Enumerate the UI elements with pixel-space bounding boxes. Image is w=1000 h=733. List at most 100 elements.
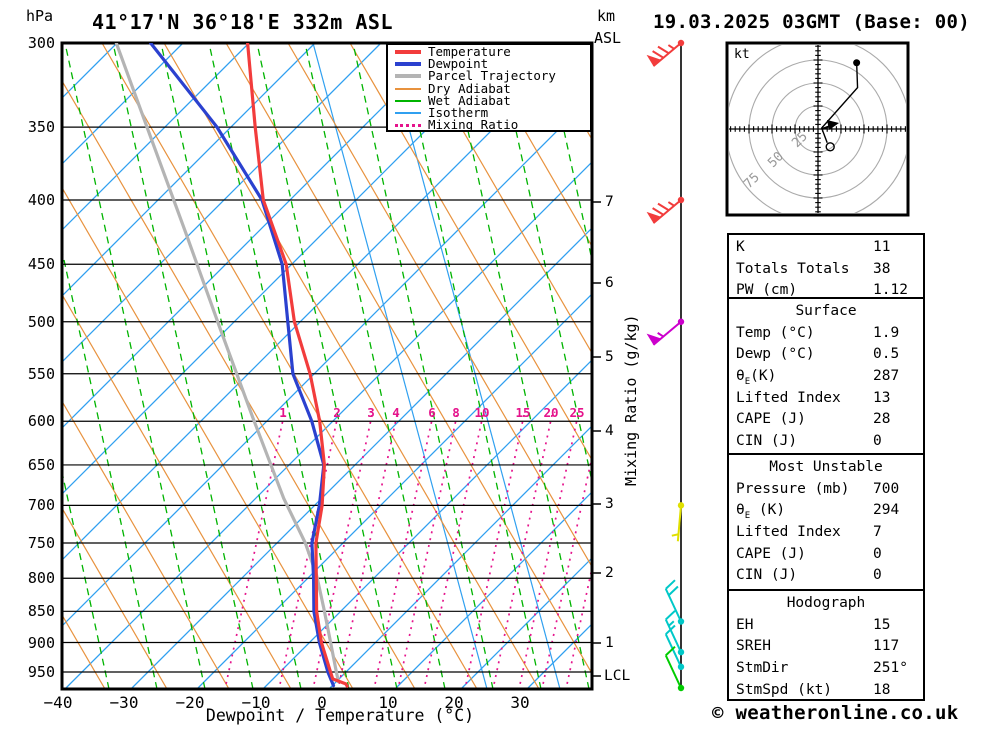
storm-motion-marker: [827, 120, 839, 130]
legend-swatch-wet-adiabat: [395, 99, 421, 102]
mixing-ratio-label: 4: [392, 405, 400, 420]
table-row-value: 0: [873, 433, 882, 450]
table-row: K 11: [729, 237, 923, 259]
hodograph-unit-label: kt: [734, 47, 750, 62]
legend-label: Isotherm: [428, 105, 489, 121]
mixing-ratio-label: 3: [367, 405, 375, 420]
legend-swatch-dry-adiabat: [395, 87, 421, 90]
pressure-tick-label: 600: [27, 412, 55, 430]
curve-parcel-trajectory: [114, 43, 341, 684]
table-section-title: Most Unstable: [769, 459, 883, 475]
table-row-label: Totals Totals: [736, 260, 850, 277]
mixing-ratio-label: 20: [543, 405, 559, 420]
pressure-unit-label: hPa: [26, 7, 54, 25]
wind-barb-300: [646, 39, 685, 67]
table-row-value: 117: [873, 638, 900, 655]
table-row-label: θE (K): [736, 502, 786, 522]
temperature-tick-label: 20: [444, 693, 464, 712]
wind-barb-500: [646, 318, 685, 346]
table-row-label: CAPE (J): [736, 411, 806, 428]
table-row-value: 28: [873, 411, 891, 428]
legend-swatch-isotherm: [395, 112, 421, 115]
table-row-value: 18: [873, 681, 891, 698]
mixing-ratio-label: 15: [515, 405, 531, 420]
table-row-value: 0: [873, 545, 882, 562]
km-tick-label: 2: [605, 565, 614, 581]
table-row-label: CIN (J): [736, 433, 798, 450]
table-row: Temp (°C) 1.9: [729, 323, 923, 345]
table-row-value: 11: [873, 239, 891, 255]
temperature-tick-label: −20: [175, 693, 205, 712]
curve-temperature: [246, 43, 349, 688]
table-row-value: 287: [873, 368, 900, 385]
km-tick-label: 3: [605, 496, 614, 512]
table-row: CAPE (J) 28: [729, 409, 923, 431]
table-row-value: 7: [873, 524, 882, 541]
km-tick-label: 6: [605, 275, 614, 291]
legend-item: Dewpoint: [388, 58, 590, 70]
legend-label: Temperature: [428, 44, 511, 60]
table-row: StmSpd (kt) 18: [729, 680, 923, 702]
page-title: 41°17'N 36°18'E 332m ASL: [92, 10, 393, 34]
table-row: SREH 117: [729, 636, 923, 658]
wind-barb-981: [664, 645, 685, 692]
table-row-value: 700: [873, 480, 900, 497]
legend-item: Isotherm: [388, 105, 590, 121]
legend-item: Dry Adiabat: [388, 80, 590, 96]
table-row-label: K: [736, 239, 745, 255]
km-tick-label: 7: [605, 194, 614, 210]
legend-label: Dry Adiabat: [428, 80, 511, 96]
background-lines: [62, 43, 592, 689]
table-row-value: 0.5: [873, 346, 900, 363]
hodograph-trace: [820, 62, 859, 144]
table-row-value: 15: [873, 616, 891, 633]
legend-item: Mixing Ratio: [388, 117, 590, 133]
table-row-label: EH: [736, 616, 754, 633]
wind-barb-400: [646, 196, 685, 224]
temperature-tick-label: −30: [109, 693, 139, 712]
x-axis-title: Dewpoint / Temperature (°C): [205, 706, 475, 725]
indices-table-surface: Surface Temp (°C) 1.9 Dewp (°C) 0.5 θE(K) 287 L…: [727, 297, 925, 455]
pressure-tick-label: 950: [27, 663, 55, 681]
table-row: Lifted Index 13: [729, 388, 923, 410]
chart-legend: Temperature Dewpoint Parcel Trajectory Dry …: [386, 43, 592, 132]
temperature-tick-label: −40: [43, 693, 73, 712]
legend-swatch-dewpoint: [395, 62, 421, 67]
table-row: CAPE (J) 0: [729, 544, 923, 566]
table-row-label: Dewp (°C): [736, 346, 815, 363]
table-row: Lifted Index 7: [729, 522, 923, 544]
pressure-tick-label: 450: [27, 255, 55, 273]
pressure-tick-label: 800: [27, 569, 55, 587]
pressure-tick-label: 400: [27, 191, 55, 209]
table-row-value: 251°: [873, 660, 908, 677]
pressure-tick-label: 500: [27, 313, 55, 331]
pressure-tick-label: 650: [27, 456, 55, 474]
pressure-tick-label: 900: [27, 634, 55, 652]
mixing-ratio-label: 6: [428, 405, 436, 420]
table-row-label: StmSpd (kt): [736, 681, 833, 698]
pressure-grid-lines: [62, 42, 592, 673]
right-axis-title: Mixing Ratio (g/kg): [622, 314, 640, 486]
mixing-ratio-label: 25: [569, 405, 585, 420]
lcl-label: LCL: [604, 668, 631, 684]
km-tick-label: 1: [605, 635, 614, 651]
table-row: EH 15: [729, 615, 923, 637]
legend-label: Mixing Ratio: [428, 117, 519, 133]
legend-item: Parcel Trajectory: [388, 70, 590, 82]
mixing-ratio-label: 2: [333, 405, 341, 420]
temperature-tick-label: 0: [317, 693, 327, 712]
mixing-ratio-label: 8: [452, 405, 460, 420]
table-row: Pressure (mb) 700: [729, 479, 923, 501]
pressure-tick-label: 850: [27, 602, 55, 620]
temperature-tick-label: 30: [510, 693, 530, 712]
pressure-tick-label: 300: [27, 34, 55, 52]
mixing-ratio-label: 1: [279, 405, 287, 420]
table-row: θE(K) 287: [729, 366, 923, 388]
table-row: StmDir 251°: [729, 658, 923, 680]
temperature-tick-label: 10: [378, 693, 398, 712]
wind-barb-916: [664, 610, 685, 656]
table-row-label: θE(K): [736, 368, 777, 387]
wind-barb-column: [646, 39, 685, 692]
table-row-label: CAPE (J): [736, 545, 806, 562]
